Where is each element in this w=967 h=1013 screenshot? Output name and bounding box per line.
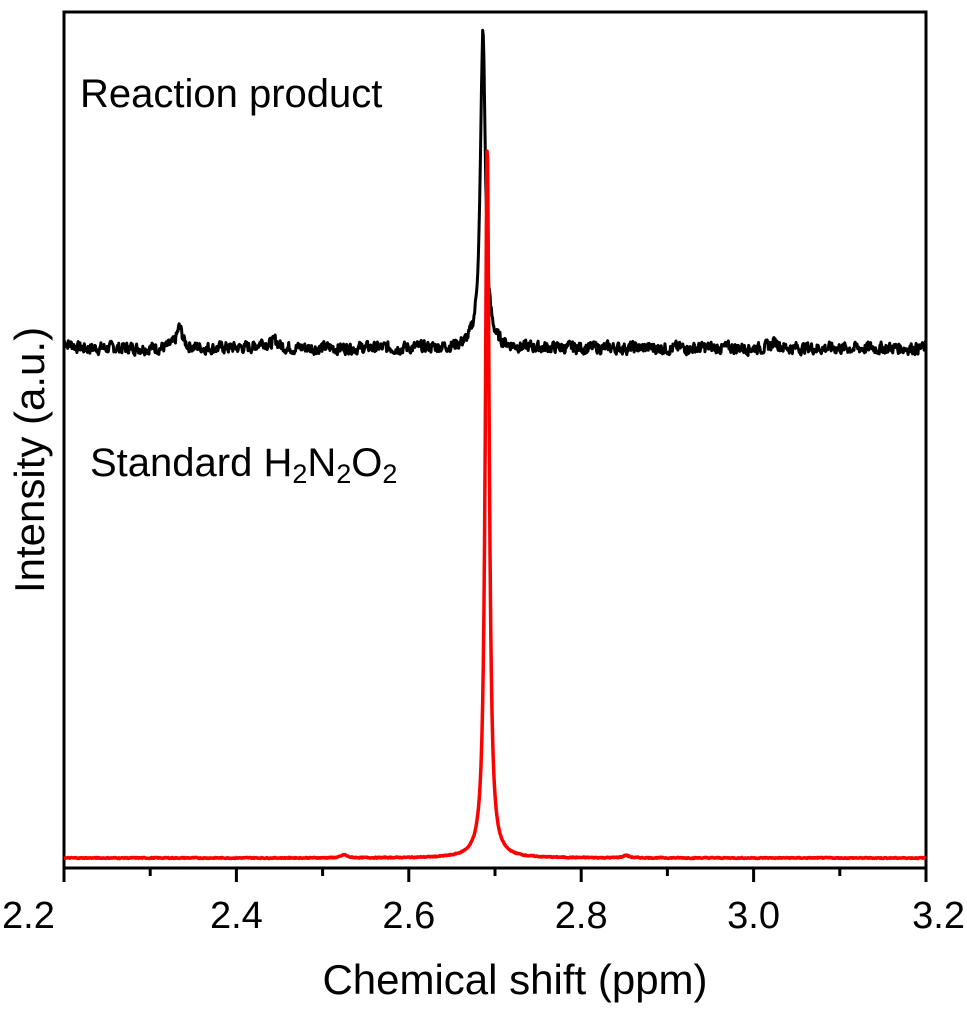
series-line-reaction-product [63,28,928,357]
x-tick-labels: 2.2 2.4 2.6 2.8 3.0 3.2 [2,895,965,937]
series-lines [62,28,928,861]
series-label-standard-sub3: 2 [382,459,397,489]
series-label-standard-main: Standard H [90,441,292,485]
series-label-standard: Standard H2N2O2 [90,441,397,489]
series-line-standard [62,149,928,861]
x-tick-label: 3.2 [912,895,965,937]
x-axis-title: Chemical shift (ppm) [322,956,707,1003]
series-label-reaction-product: Reaction product [80,72,382,116]
series-label-standard-sub2: 2 [336,459,351,489]
series-label-standard-n: N [307,441,336,485]
x-ticks [62,868,928,882]
y-axis-title: Intensity (a.u.) [6,327,53,593]
x-tick-label: 2.4 [210,895,263,937]
series-label-standard-o: O [351,441,382,485]
plot-frame [62,10,928,870]
x-tick-label: 3.0 [727,895,780,937]
x-tick-label: 2.2 [2,895,55,937]
x-tick-label: 2.8 [555,895,608,937]
series-label-standard-sub1: 2 [292,459,307,489]
x-tick-label: 2.6 [382,895,435,937]
